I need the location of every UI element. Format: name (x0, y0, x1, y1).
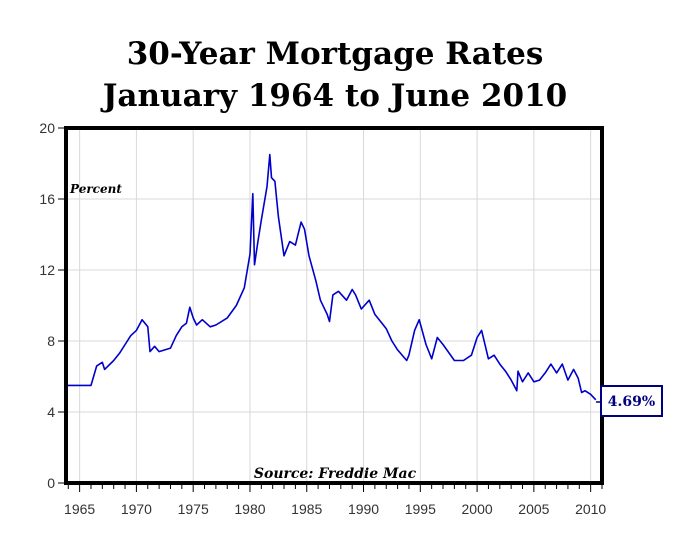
chart-subtitle: January 1964 to June 2010 (100, 78, 567, 114)
source-note: Source: Freddie Mac (254, 466, 417, 482)
x-tick-label: 1975 (178, 501, 209, 517)
x-tick-label: 2010 (575, 501, 606, 517)
x-tick-label: 1990 (348, 501, 379, 517)
plot-frame (64, 126, 604, 485)
y-tick-label: 16 (39, 191, 55, 207)
chart-title: 30-Year Mortgage Rates (127, 36, 544, 72)
latest-value-callout: 4.69% (596, 385, 663, 417)
y-axis-label: Percent (69, 182, 122, 196)
y-tick-label: 0 (47, 475, 55, 491)
y-axis-ticks: 0 4 8 12 16 20 (39, 120, 66, 491)
x-tick-label: 1965 (64, 501, 95, 517)
gridlines (66, 128, 602, 483)
y-tick-label: 12 (39, 262, 55, 278)
x-axis-ticks: 1965 1970 1975 1980 1985 1990 1995 2000 2005 2010 (64, 483, 606, 517)
callout-value: 4.69% (608, 394, 655, 410)
series-line-mortgage-rate (67, 153, 597, 401)
x-tick-label: 2005 (518, 501, 549, 517)
x-tick-label: 1995 (405, 501, 436, 517)
x-tick-label: 1980 (234, 501, 265, 517)
x-tick-label: 2000 (462, 501, 493, 517)
y-tick-label: 20 (39, 120, 55, 136)
y-tick-label: 8 (47, 333, 55, 349)
y-tick-label: 4 (47, 404, 55, 420)
callout-box (600, 385, 663, 417)
x-tick-label: 1985 (291, 501, 322, 517)
x-tick-label: 1970 (121, 501, 152, 517)
